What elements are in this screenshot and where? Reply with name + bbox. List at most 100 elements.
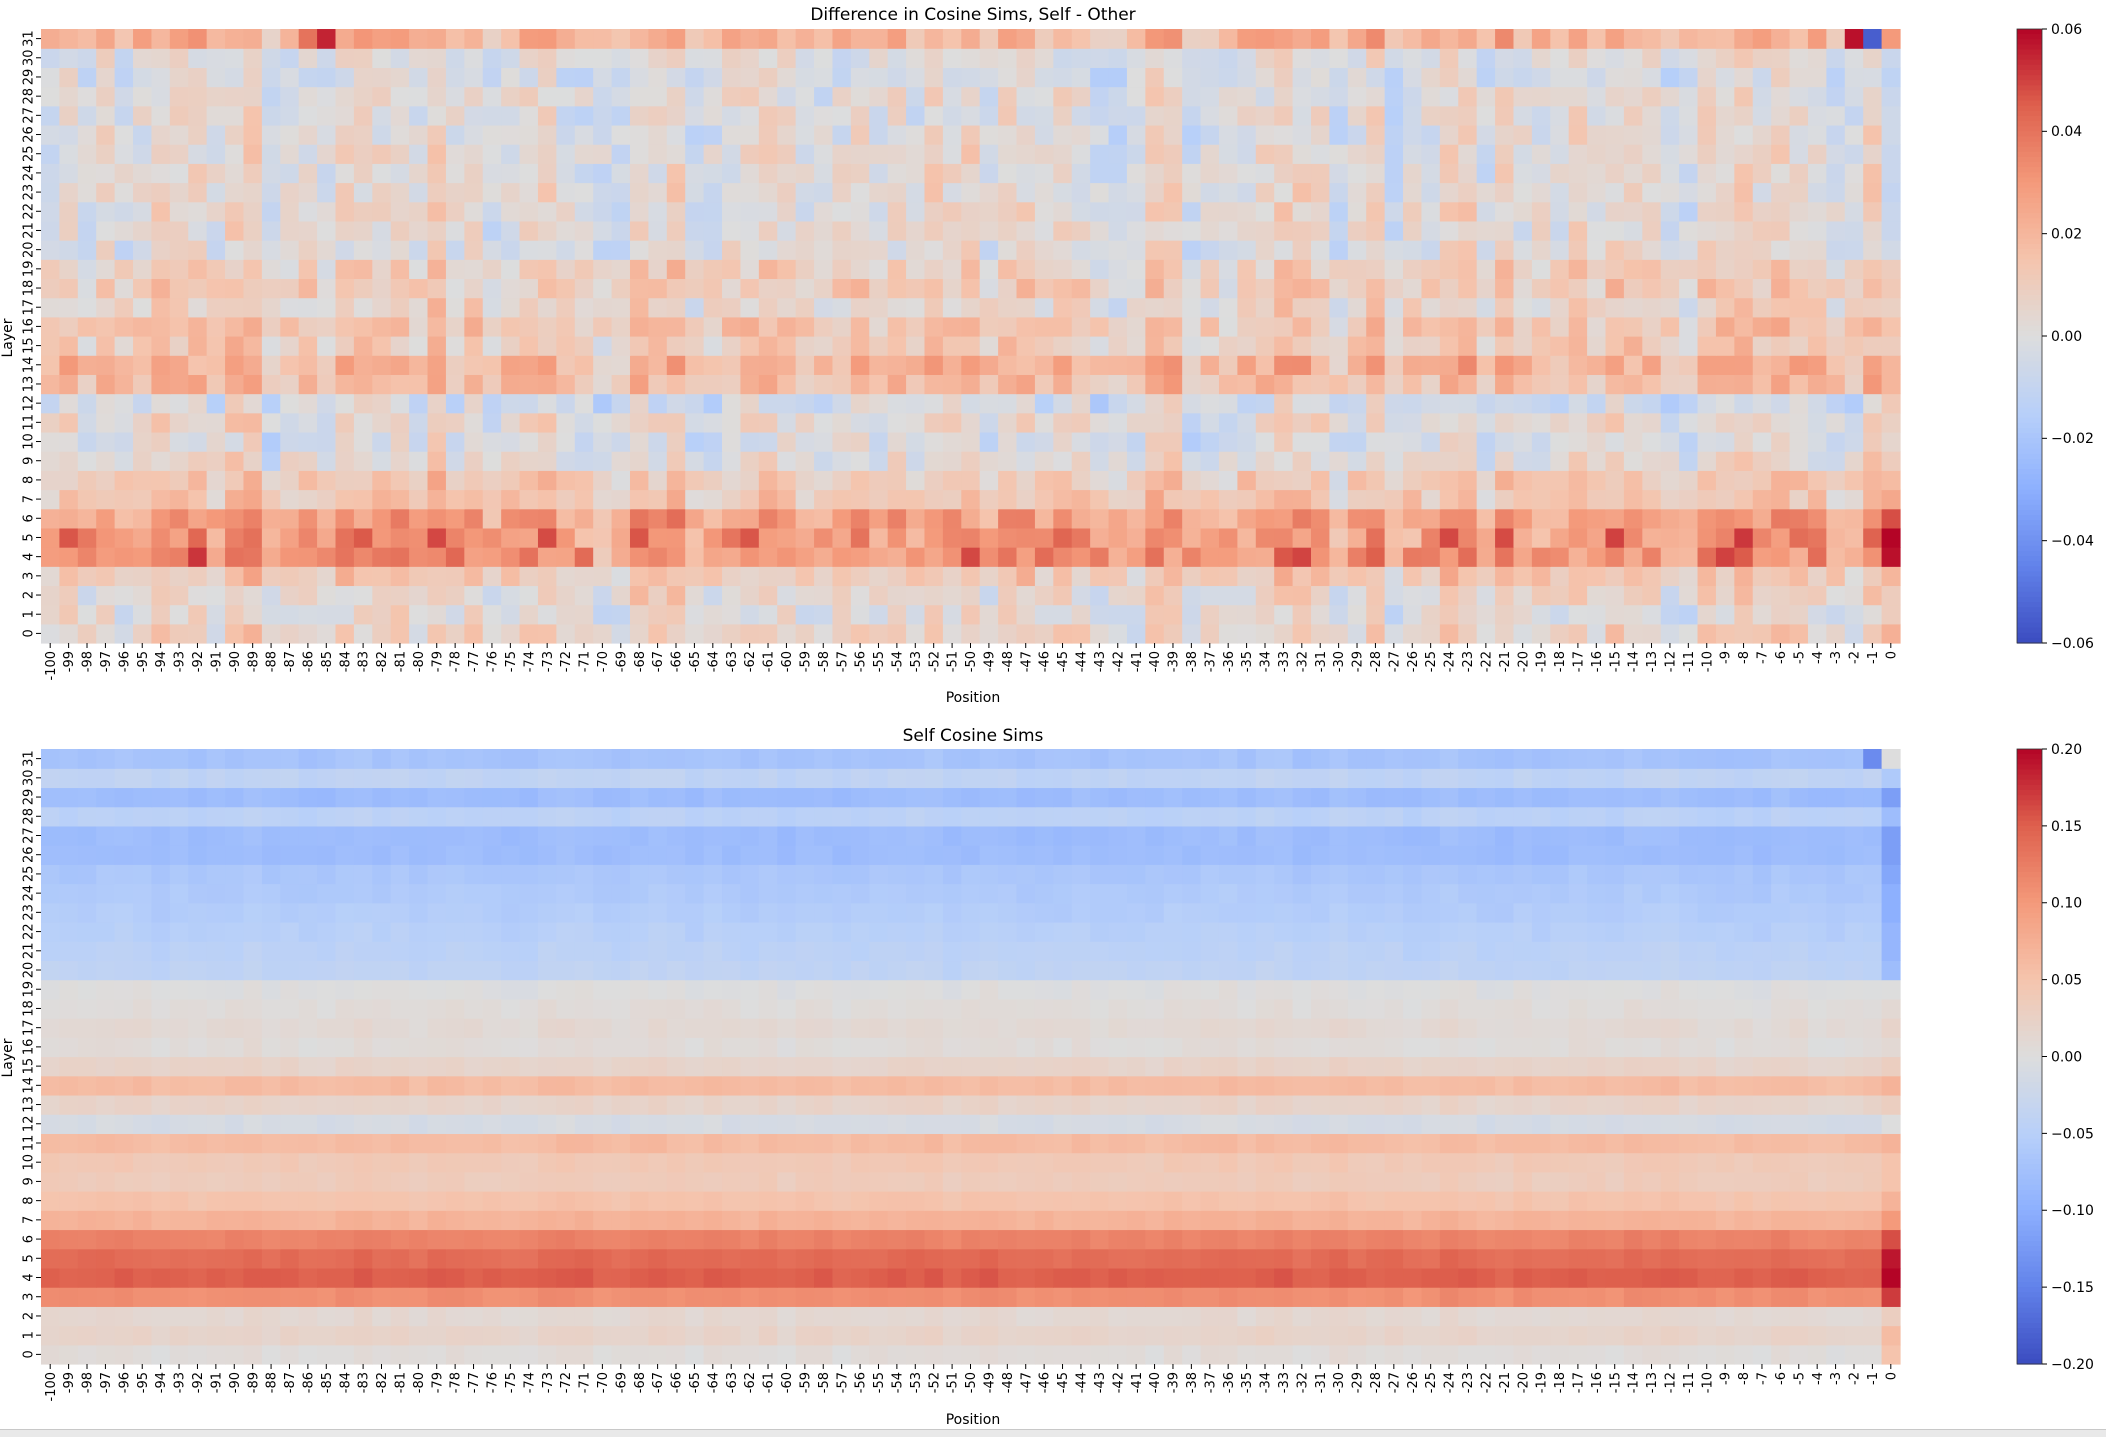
heatmap-cell (207, 528, 226, 548)
heatmap-cell (740, 1095, 759, 1115)
heatmap-cell (1072, 317, 1091, 337)
heatmap-cell (207, 566, 226, 586)
heatmap-cell (777, 1133, 796, 1153)
heatmap-cell (115, 48, 134, 68)
heatmap-cell (796, 144, 815, 164)
heatmap-cell (556, 67, 575, 87)
x-tick-label: -13 (1645, 651, 1660, 672)
heatmap-cell (998, 278, 1017, 298)
heatmap-cell (1495, 1172, 1514, 1192)
heatmap-cell (1587, 355, 1606, 375)
heatmap-cell (225, 566, 244, 586)
x-tick-label: -12 (1663, 651, 1678, 672)
heatmap-cell (1587, 605, 1606, 625)
heatmap-cell (207, 1229, 226, 1249)
heatmap-cell (1127, 298, 1146, 318)
heatmap-cell (243, 509, 262, 529)
heatmap-cell (538, 1287, 557, 1307)
heatmap-cell (1661, 528, 1680, 548)
colorbar-segment (2017, 80, 2042, 86)
heatmap-cell (78, 336, 97, 356)
heatmap-cell (243, 451, 262, 471)
heatmap-cell (225, 470, 244, 490)
heatmap-cell (740, 163, 759, 183)
heatmap-cell (446, 355, 465, 375)
heatmap-cell (888, 1345, 907, 1365)
heatmap-cell (1679, 202, 1698, 222)
heatmap-cell (759, 48, 778, 68)
heatmap-cell (575, 298, 594, 318)
heatmap-cell (428, 144, 447, 164)
heatmap-cell (1532, 1210, 1551, 1230)
heatmap-cell (1348, 1306, 1367, 1326)
heatmap-cell (1587, 29, 1606, 49)
heatmap-cell (1845, 144, 1864, 164)
heatmap-cell (1587, 163, 1606, 183)
heatmap-cell (1421, 29, 1440, 49)
heatmap-cell (667, 585, 686, 605)
heatmap-cell (262, 432, 281, 452)
heatmap-cell (372, 106, 391, 126)
heatmap-cell (446, 374, 465, 394)
heatmap-cell (317, 163, 336, 183)
x-tick-label: -49 (982, 651, 997, 672)
heatmap-cell (814, 87, 833, 107)
heatmap-cell (1826, 259, 1845, 279)
heatmap-cell (1642, 509, 1661, 529)
heatmap-cell (1403, 355, 1422, 375)
heatmap-cell (612, 1153, 631, 1173)
heatmap-cell (1698, 1306, 1717, 1326)
heatmap-cell (133, 1172, 152, 1192)
heatmap-cell (722, 1210, 741, 1230)
heatmap-cell (1458, 355, 1477, 375)
heatmap-cell (1716, 163, 1735, 183)
heatmap-cell (1532, 202, 1551, 222)
heatmap-cell (483, 1268, 502, 1288)
heatmap-cell (1329, 566, 1348, 586)
heatmap-cell (1274, 240, 1293, 260)
heatmap-cell (151, 1133, 170, 1153)
heatmap-cell (1679, 125, 1698, 145)
heatmap-cell (814, 29, 833, 49)
heatmap-cell (1624, 317, 1643, 337)
heatmap-cell (1808, 1268, 1827, 1288)
heatmap-cell (924, 278, 943, 298)
heatmap-cell (409, 432, 428, 452)
heatmap-cell (1127, 1326, 1146, 1346)
heatmap-cell (1882, 585, 1901, 605)
heatmap-cell (372, 1345, 391, 1365)
heatmap-cell (796, 1326, 815, 1346)
heatmap-cell (980, 1287, 999, 1307)
heatmap-cell (851, 624, 870, 644)
heatmap-cell (1090, 1133, 1109, 1153)
heatmap-cell (1495, 144, 1514, 164)
heatmap-cell (630, 432, 649, 452)
heatmap-cell (207, 163, 226, 183)
heatmap-cell (906, 432, 925, 452)
heatmap-cell (740, 298, 759, 318)
heatmap-cell (1550, 624, 1569, 644)
heatmap-cell (354, 470, 373, 490)
heatmap-cell (1348, 528, 1367, 548)
heatmap-cell (336, 490, 355, 510)
heatmap-cell (520, 144, 539, 164)
heatmap-cell (1329, 336, 1348, 356)
heatmap-cell (1201, 509, 1220, 529)
heatmap-cell (814, 624, 833, 644)
heatmap-cell (1421, 1172, 1440, 1192)
heatmap-cell (1826, 298, 1845, 318)
heatmap-cell (869, 1287, 888, 1307)
heatmap-cell (59, 509, 78, 529)
heatmap-cell (151, 1345, 170, 1365)
y-tick-label: 21 (22, 222, 37, 239)
heatmap-cell (704, 1287, 723, 1307)
heatmap-cell (1017, 566, 1036, 586)
heatmap-cell (722, 202, 741, 222)
heatmap-cell (796, 1229, 815, 1249)
heatmap-cell (299, 317, 318, 337)
heatmap-cell (1532, 1114, 1551, 1134)
heatmap-cell (722, 374, 741, 394)
heatmap-cell (262, 240, 281, 260)
heatmap-cell (1035, 125, 1054, 145)
heatmap-cell (1458, 67, 1477, 87)
